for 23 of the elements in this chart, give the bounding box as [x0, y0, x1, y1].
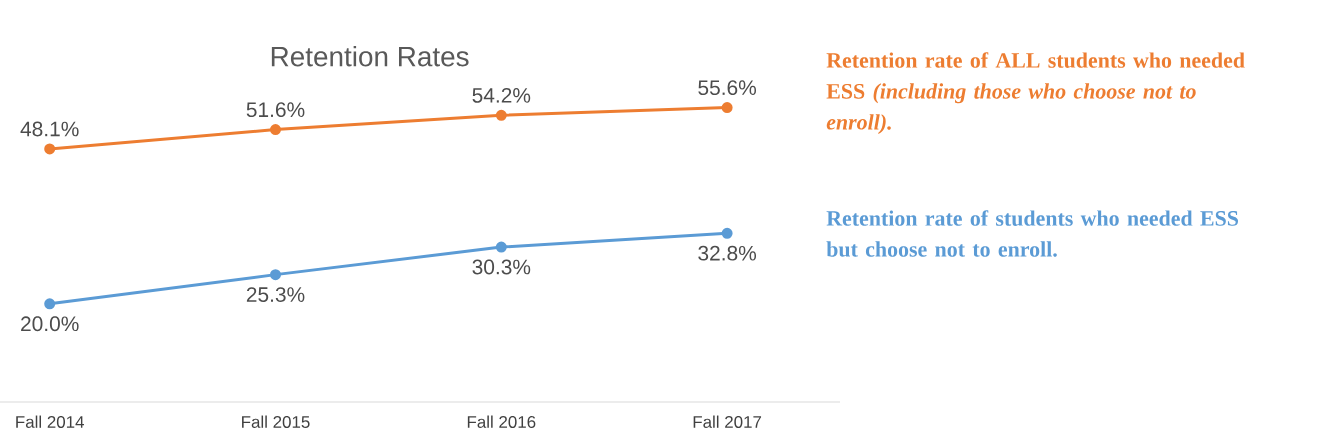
data-label: 20.0%	[21, 316, 79, 332]
point	[495, 109, 507, 121]
data-label: 54.2%	[472, 87, 531, 103]
data-label: 25.3%	[246, 287, 305, 302]
point	[721, 102, 733, 114]
data-label: 48.1%	[20, 121, 79, 137]
data-label: 32.8%	[698, 245, 757, 261]
point	[270, 124, 281, 136]
data-label: 55.6%	[698, 80, 757, 96]
text: Retention rate of students who needed ESS but choose not to enroll.	[826, 210, 1239, 257]
x-tick-label: Fall 2017	[693, 415, 762, 428]
data-label: 30.3%	[472, 259, 531, 275]
point	[270, 269, 281, 281]
point	[721, 227, 733, 239]
x-tick-label: Fall 2014	[16, 415, 85, 428]
chart-title: Retention Rates	[271, 46, 469, 67]
data-label: 51.6%	[246, 102, 305, 118]
point	[495, 241, 507, 253]
x-tick-label: Fall 2016	[467, 415, 536, 428]
x-tick-label: Fall 2015	[242, 415, 310, 428]
point	[44, 143, 56, 155]
text: Retention rate of ALL students who needed ESS (including those who choose not to enroll).	[826, 52, 1245, 135]
point	[44, 298, 56, 310]
